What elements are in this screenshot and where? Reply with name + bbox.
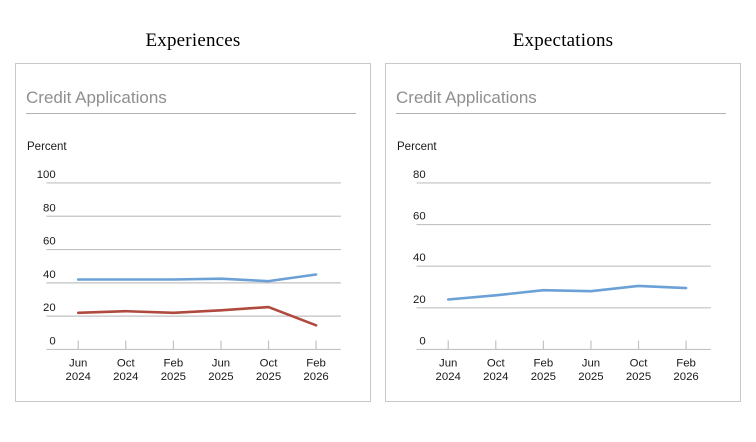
y-axis-tick-label: 0 (419, 335, 425, 347)
y-axis-unit-label: Percent (397, 141, 437, 153)
y-axis-tick-label: 80 (413, 169, 426, 181)
experiences-panel: Credit Applications Percent 0 20 40 60 80 100… (15, 63, 371, 402)
y-axis-tick-label: 60 (413, 211, 426, 223)
panel-header: Credit Applications (396, 88, 537, 107)
y-axis-tick-label: 40 (43, 269, 56, 281)
x-axis-tick-label: Jun 2024 (436, 357, 461, 383)
x-axis-tick-label: Feb 2026 (303, 357, 328, 383)
y-axis-tick-label: 100 (37, 169, 56, 181)
experiences-title: Experiences (145, 30, 241, 51)
expectations-title: Expectations (512, 30, 614, 51)
experiences-line-chart: 0 20 40 60 80 100 Jun 2024 Oct 2024 Feb 2025 Jun 2025… (37, 169, 341, 383)
x-axis-tick-label: Oct 2024 (113, 357, 138, 383)
x-axis-tick-label: Oct 2024 (483, 357, 508, 383)
data-series-line (76, 305, 318, 327)
y-axis-unit-label: Percent (27, 141, 67, 153)
experiences-card: Experiences Credit Applications Percent … (15, 0, 371, 442)
y-axis-tick-label: 80 (43, 202, 56, 214)
y-axis-tick-label: 20 (413, 294, 426, 306)
x-axis-tick-label: Jun 2024 (66, 357, 91, 383)
x-axis-tick-label: Oct 2025 (626, 357, 651, 383)
x-axis-tick-label: Feb 2025 (531, 357, 556, 383)
x-axis-tick-label: Jun 2025 (578, 357, 603, 383)
data-series-line (76, 273, 318, 283)
x-axis-tick-label: Jun 2025 (208, 357, 233, 383)
x-axis-tick-label: Feb 2025 (161, 357, 186, 383)
y-axis-tick-label: 40 (413, 252, 426, 264)
expectations-panel: Credit Applications Percent 0 20 40 60 80 Jun… (385, 63, 741, 402)
expectations-card: Expectations Credit Applications Percent… (385, 0, 741, 442)
header-divider (396, 113, 726, 115)
x-axis-tick-label: Feb 2026 (673, 357, 698, 383)
data-series-line (446, 284, 688, 301)
y-axis-tick-label: 20 (43, 302, 56, 314)
header-divider (26, 113, 356, 115)
y-axis-tick-label: 60 (43, 236, 56, 248)
panel-header: Credit Applications (26, 88, 167, 107)
x-axis-tick-label: Oct 2025 (256, 357, 281, 383)
y-axis-tick-label: 0 (49, 335, 55, 347)
expectations-line-chart: 0 20 40 60 80 Jun 2024 Oct 2024 Feb 2025 Jun 2025 Oct… (413, 169, 711, 383)
